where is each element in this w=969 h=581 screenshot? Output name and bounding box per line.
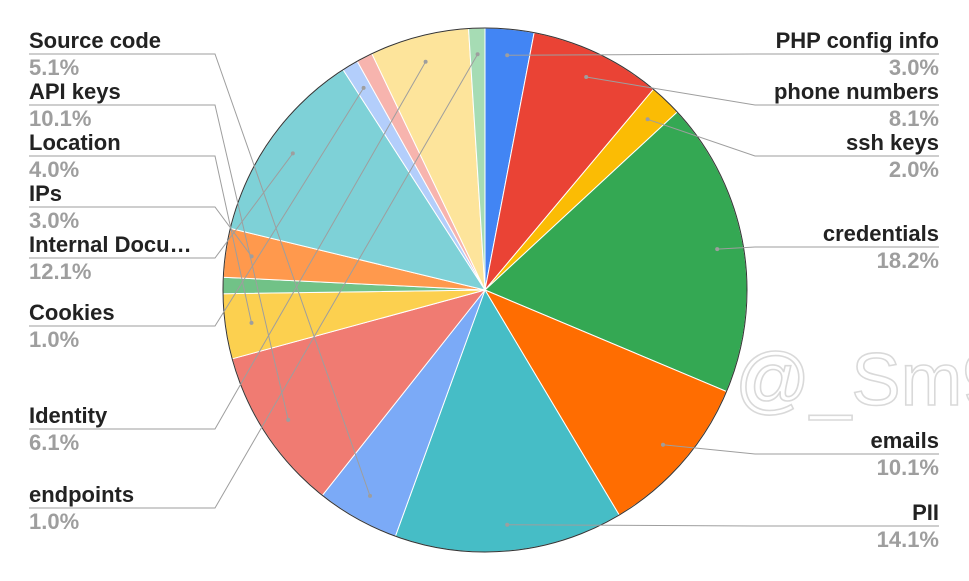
slice-percent-ssh-keys: 2.0% [889, 157, 939, 182]
slice-percent-emails: 10.1% [877, 455, 939, 480]
slice-label-identity: Identity [29, 403, 108, 428]
slice-label-endpoints: endpoints [29, 482, 134, 507]
slice-percent-internal-docu: 12.1% [29, 259, 91, 284]
slice-percent-pii: 14.1% [877, 527, 939, 552]
pie-slices [222, 27, 748, 553]
slice-label-cookies: Cookies [29, 300, 115, 325]
slice-percent-cookies: 1.0% [29, 327, 79, 352]
slice-percent-api-keys: 10.1% [29, 106, 91, 131]
slice-label-emails: emails [871, 428, 940, 453]
watermark-text: @_Sm9l [735, 338, 969, 421]
slice-label-api-keys: API keys [29, 79, 121, 104]
leader-line-source-code [29, 53, 371, 497]
slice-label-ssh-keys: ssh keys [846, 130, 939, 155]
leader-line-cookies [29, 87, 365, 327]
leader-line-phone-numbers [586, 76, 939, 106]
slice-label-source-code: Source code [29, 28, 161, 53]
leader-line-pii [507, 524, 939, 527]
slice-label-internal-docu: Internal Docu… [29, 232, 192, 257]
leader-line-api-keys [29, 104, 289, 421]
slice-percent-phone-numbers: 8.1% [889, 106, 939, 131]
leader-line-php-config-info [507, 53, 939, 56]
slice-percent-credentials: 18.2% [877, 248, 939, 273]
slice-label-ips: IPs [29, 181, 62, 206]
leader-line-endpoints [29, 54, 479, 509]
slice-percent-ips: 3.0% [29, 208, 79, 233]
slice-label-phone-numbers: phone numbers [774, 79, 939, 104]
leader-line-emails [662, 444, 939, 455]
slice-percent-source-code: 5.1% [29, 55, 79, 80]
slice-label-php-config-info: PHP config info [776, 28, 939, 53]
pie-outline [222, 27, 748, 553]
leader-line-ips [29, 206, 253, 257]
slice-label-credentials: credentials [823, 221, 939, 246]
slice-percent-php-config-info: 3.0% [889, 55, 939, 80]
leader-line-identity [29, 61, 427, 430]
leader-line-credentials [717, 246, 939, 250]
leader-line-location [29, 155, 252, 324]
slice-percent-location: 4.0% [29, 157, 79, 182]
slice-percent-endpoints: 1.0% [29, 509, 79, 534]
leader-line-ssh-keys [647, 118, 939, 157]
slice-label-pii: PII [912, 500, 939, 525]
slice-label-location: Location [29, 130, 121, 155]
slice-percent-identity: 6.1% [29, 430, 79, 455]
label-leaders [29, 52, 939, 527]
leader-line-internal-docu [29, 153, 294, 259]
